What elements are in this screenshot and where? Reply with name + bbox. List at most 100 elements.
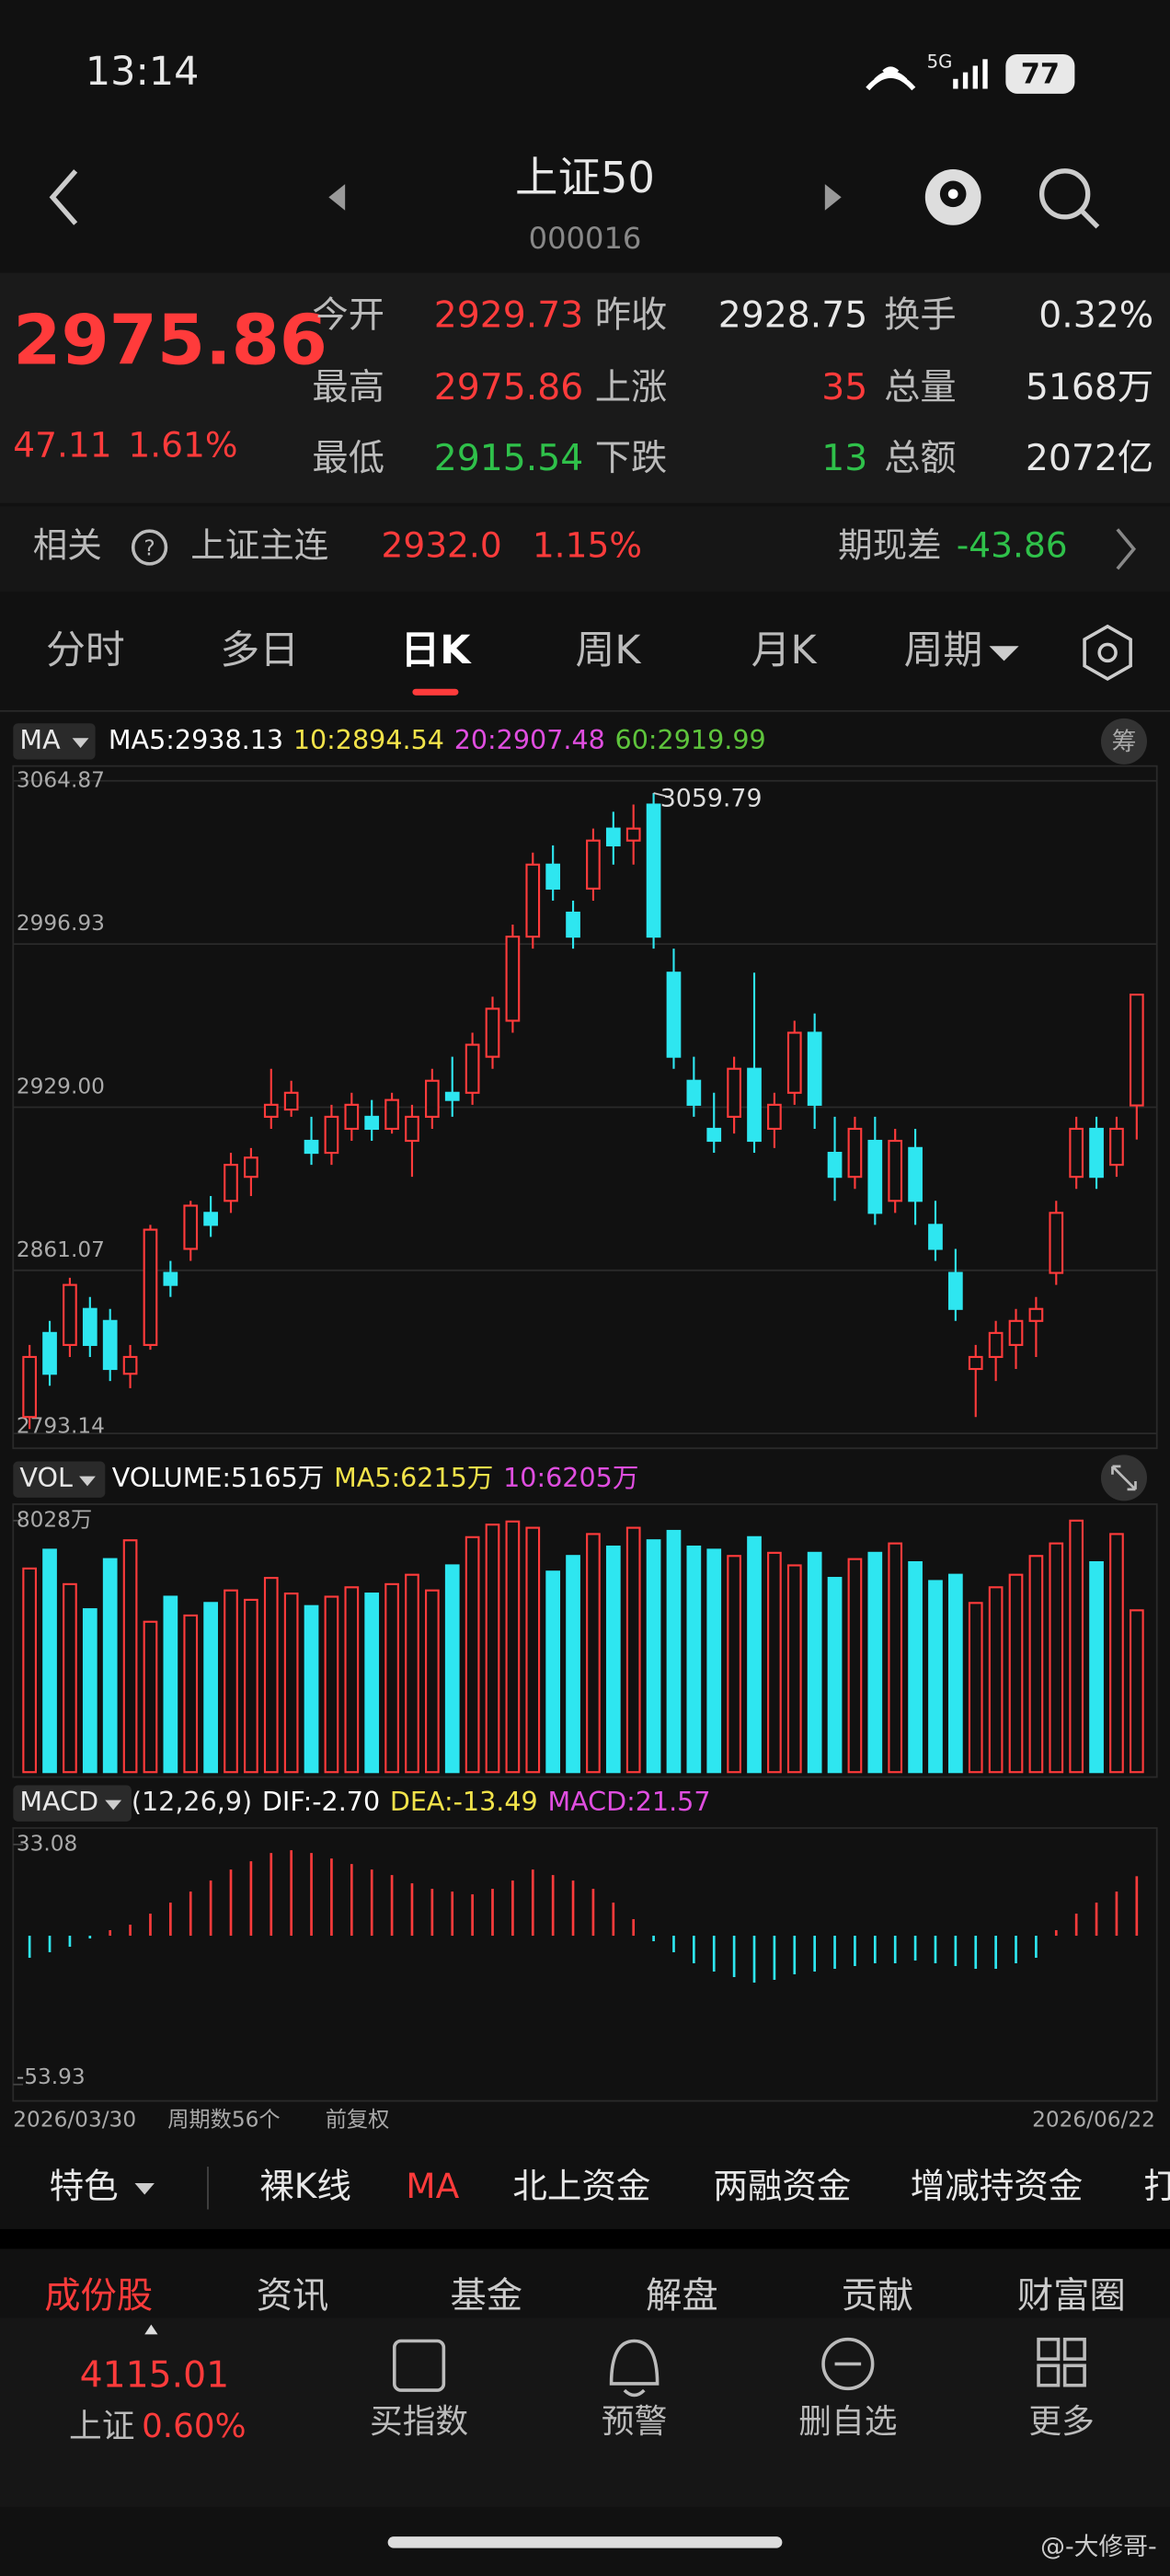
vol-selector[interactable] [13, 1461, 106, 1498]
period-dropdown[interactable] [989, 646, 1019, 661]
candle-body [424, 1079, 440, 1118]
legend-item: 10:2894.54 [293, 724, 444, 755]
quote-value: 2915.54 [434, 438, 584, 479]
divider [0, 709, 1170, 712]
volume-bar [1049, 1542, 1064, 1774]
sub-tab[interactable]: 成份股 [44, 2276, 153, 2317]
settings-button[interactable] [1083, 624, 1132, 682]
period-tab[interactable]: 日K [400, 627, 472, 673]
volume-bar [928, 1580, 943, 1774]
candle-body [244, 1156, 258, 1179]
candle-body [988, 1331, 1004, 1359]
candle-body [747, 1067, 762, 1143]
volume-bar [304, 1604, 319, 1774]
legend-item: 20:2907.48 [454, 724, 605, 755]
nav-items: 买指数 预警 删自选 更多 [370, 2403, 1095, 2441]
nav-item[interactable]: 更多 [1028, 2403, 1094, 2441]
code: 000016 [529, 221, 642, 256]
candle-body [1008, 1319, 1024, 1346]
period-tab[interactable]: 月K [751, 627, 819, 673]
dropdown-caret [72, 738, 89, 749]
quote-value: 2929.73 [434, 294, 584, 336]
related-name: 上证主连 [190, 525, 328, 566]
quote-label: 换手 [884, 294, 957, 336]
index-pct: 0.60% [142, 2408, 246, 2445]
next-button[interactable] [824, 184, 842, 211]
y-tick-label: -53.93 [17, 2064, 86, 2089]
toolbar-item[interactable]: 北上资金 [512, 2166, 650, 2206]
sub-tab[interactable]: 财富圈 [1017, 2276, 1126, 2317]
sub-tab[interactable]: 贡献 [842, 2276, 914, 2317]
quote-value: 13 [821, 438, 867, 479]
volume-bar [324, 1595, 339, 1774]
candle-body [686, 1079, 702, 1106]
quote-label: 下跌 [595, 438, 668, 479]
candle-body [1129, 994, 1144, 1107]
candle-body [1089, 1127, 1104, 1179]
nav-item[interactable]: 预警 [602, 2403, 667, 2441]
candle-body [364, 1115, 380, 1131]
robot-button[interactable] [924, 169, 981, 225]
toolbar-item[interactable]: MA [406, 2166, 459, 2206]
chip-button[interactable] [1100, 718, 1147, 765]
quote-label: 最低 [312, 438, 384, 479]
volume-bar [807, 1551, 822, 1774]
back-button[interactable] [49, 169, 78, 225]
status-time: 13:14 [86, 49, 200, 95]
toolbar-item[interactable]: 两融资金 [713, 2166, 851, 2206]
candle-body [727, 1067, 741, 1118]
quote-value: 2072亿 [1026, 438, 1153, 479]
chip-label: 筹 [1112, 728, 1137, 756]
index-arrow [144, 2324, 158, 2335]
volume-bar [203, 1602, 218, 1774]
volume-bar [1008, 1573, 1024, 1774]
toolbar-item[interactable]: 裸K线 [259, 2166, 351, 2206]
search-button[interactable] [1038, 168, 1100, 229]
active-tab-indicator [412, 688, 459, 696]
candle-body [263, 1103, 279, 1118]
prev-button[interactable] [328, 184, 346, 211]
sub-tabs: 成份股 资讯 基金 解盘 贡献 财富圈 [44, 2276, 1125, 2317]
toolbar-items: 裸K线 MA 北上资金 两融资金 增减持资金 打 [259, 2166, 1170, 2206]
quote-label: 今开 [312, 294, 384, 336]
legend-item: MACD:21.57 [547, 1786, 710, 1817]
period-tab[interactable]: 分时 [46, 627, 125, 673]
related-pct: 1.15% [533, 525, 642, 566]
macd-selector[interactable] [13, 1785, 132, 1822]
toolbar-item[interactable]: 打 [1143, 2166, 1170, 2206]
candle-body [82, 1307, 98, 1346]
nav-icons [392, 2337, 1086, 2398]
sub-tab[interactable]: 解盘 [646, 2276, 718, 2317]
help-icon[interactable] [131, 529, 168, 566]
period-tab[interactable]: 多日 [220, 627, 299, 673]
related-row[interactable] [0, 506, 1170, 592]
quote-grid: 今开 2929.73 昨收 2928.75 换手 0.32% 最高 2975.86 上涨 35 总量… [312, 294, 1153, 478]
sub-tab[interactable]: 资讯 [257, 2276, 329, 2317]
toolbar-item[interactable]: 增减持资金 [911, 2166, 1084, 2206]
volume-bar [244, 1598, 258, 1774]
nav-item[interactable]: 买指数 [370, 2403, 468, 2441]
toolbar-menu[interactable]: 特色 [50, 2166, 119, 2206]
sub-tab[interactable]: 基金 [451, 2276, 523, 2317]
candle-body [444, 1091, 460, 1101]
volume-bar [505, 1520, 521, 1774]
y-tick-label: 2996.93 [17, 911, 105, 936]
volume-bar [948, 1573, 963, 1774]
index-name: 上证 [69, 2408, 134, 2445]
candle-body [183, 1204, 199, 1250]
expand-button[interactable] [1100, 1455, 1147, 1501]
vol-frame [12, 1503, 1158, 1778]
candle-body [63, 1283, 77, 1346]
watermark: @-大修哥- [1040, 2533, 1157, 2561]
period-tab[interactable]: 周期 [904, 627, 983, 673]
volume-bar [1129, 1609, 1144, 1774]
price: 2975.86 [13, 300, 327, 381]
legend-item: DEA:-13.49 [390, 1786, 538, 1817]
index-value[interactable]: 4115.01 [80, 2354, 230, 2396]
nav-item[interactable]: 删自选 [798, 2403, 897, 2441]
volume-bar [1089, 1560, 1104, 1774]
candle-body [304, 1139, 319, 1155]
ma-selector[interactable] [13, 723, 96, 760]
wifi-icon [866, 66, 916, 91]
period-tab[interactable]: 周K [576, 627, 643, 673]
